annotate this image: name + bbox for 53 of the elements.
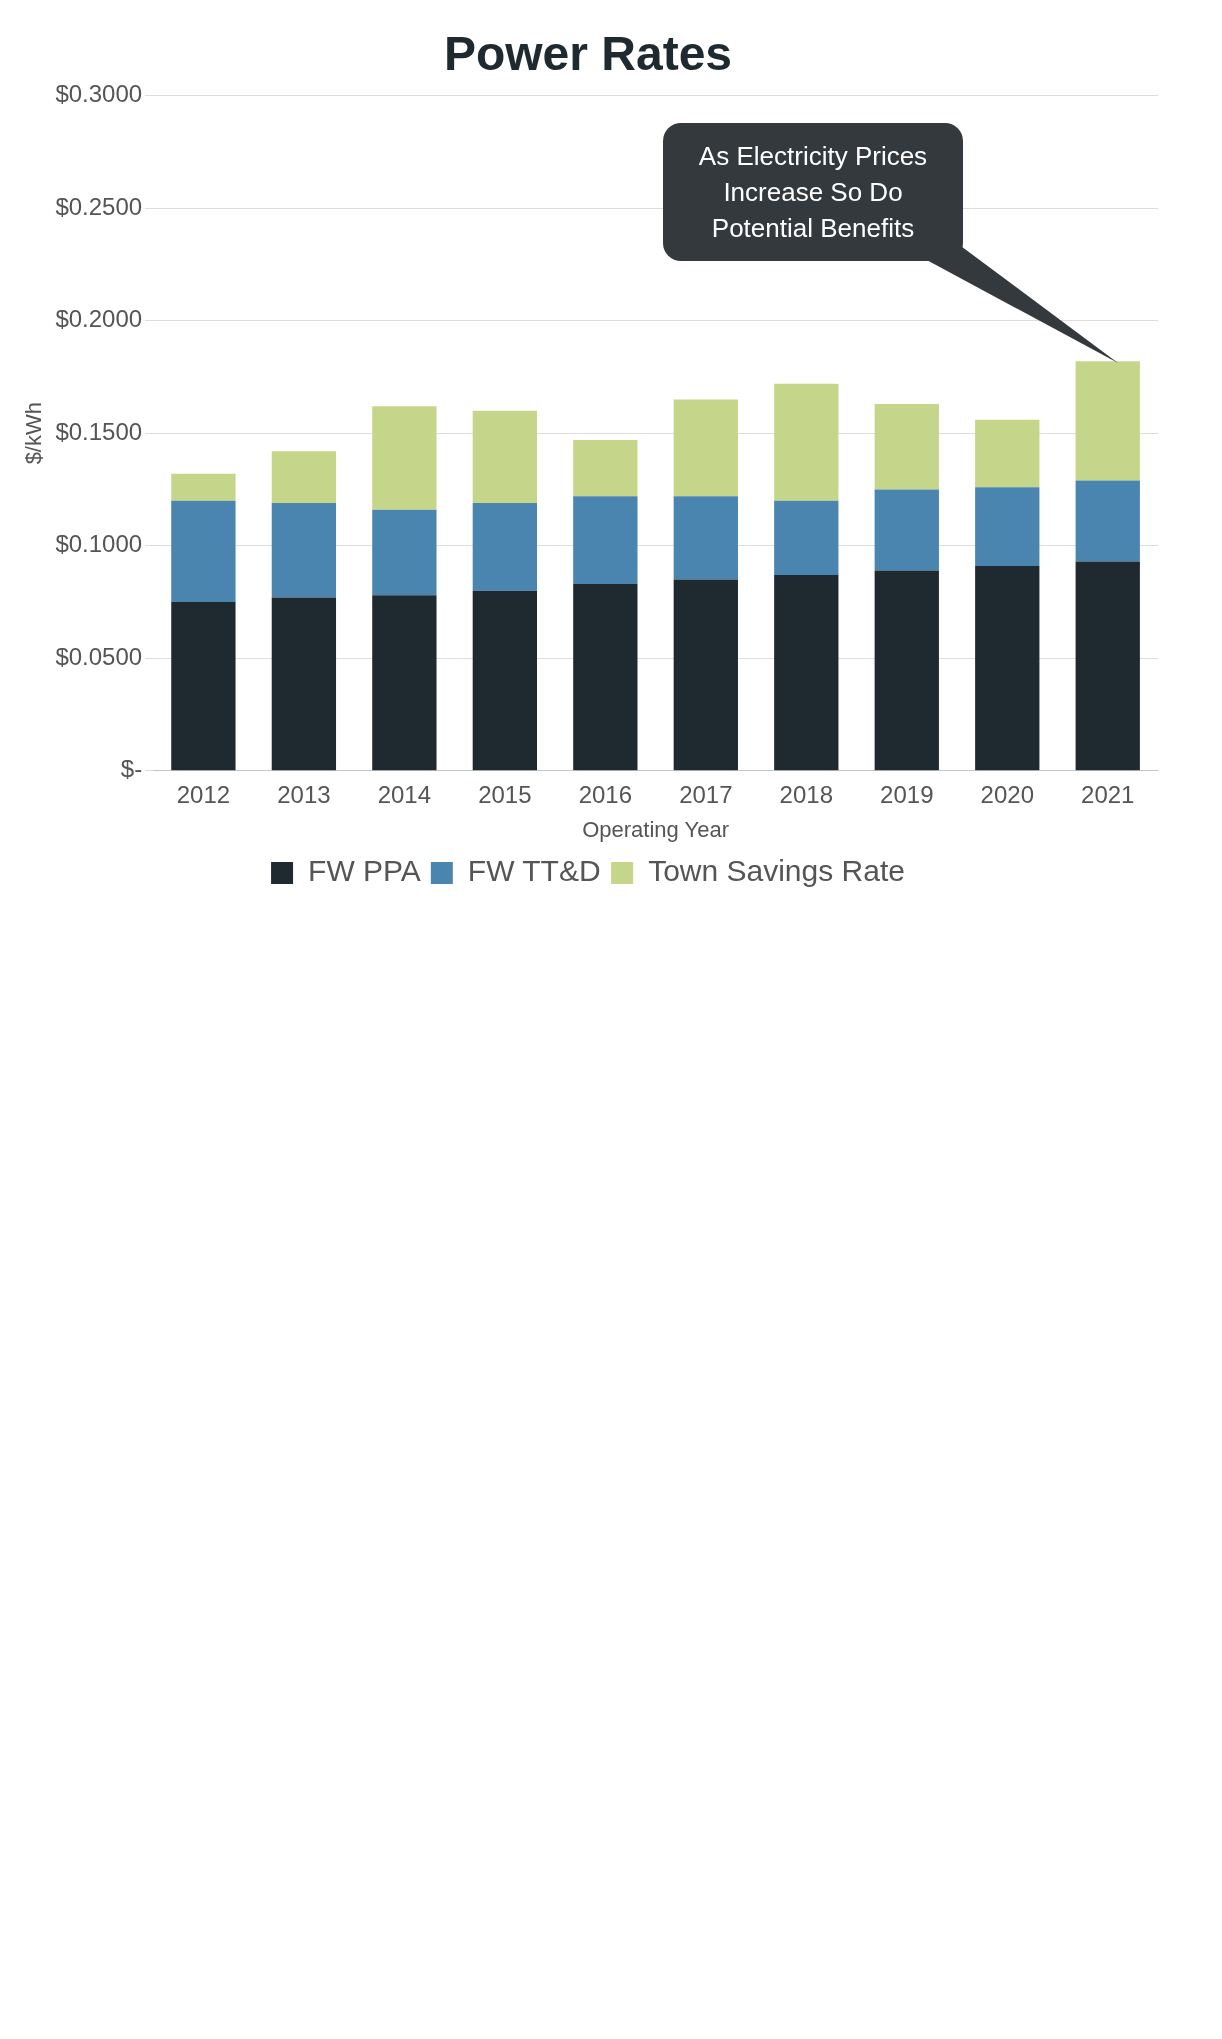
x-tick-label: 2013 <box>277 780 331 808</box>
bar <box>774 500 839 575</box>
bar <box>271 597 337 771</box>
bar <box>372 406 437 510</box>
y-tick-label: $0.2500 <box>55 192 143 220</box>
y-tick-label: $0.0500 <box>55 642 143 670</box>
bar <box>673 399 738 497</box>
y-tick-label: $0.2000 <box>55 305 143 333</box>
chart-title: Power Rates <box>443 27 733 81</box>
bar <box>472 590 538 771</box>
bar <box>472 410 538 503</box>
x-tick-label: 2021 <box>1081 780 1135 808</box>
bar <box>975 487 1040 566</box>
bar <box>975 565 1040 771</box>
x-tick-label: 2015 <box>478 780 532 808</box>
bar <box>874 403 939 490</box>
legend-label: Town Savings Rate <box>648 854 905 888</box>
bar <box>171 602 236 771</box>
bar <box>271 451 337 503</box>
bar <box>1075 480 1140 562</box>
bar <box>1075 561 1140 771</box>
x-tick-label: 2018 <box>779 780 833 808</box>
bar <box>171 500 236 602</box>
bar <box>673 496 738 580</box>
bar <box>472 502 538 591</box>
bar <box>774 574 839 771</box>
annotation: As Electricity Prices Increase So Do Potential Benefits <box>663 123 963 261</box>
y-axis-title: $/kWh <box>21 402 47 465</box>
y-tick-label: $0.1500 <box>55 417 143 445</box>
bar <box>573 496 638 584</box>
bar <box>573 584 638 771</box>
legend-label: FW TT&D <box>467 854 601 888</box>
bar <box>573 439 638 497</box>
bar <box>774 383 839 501</box>
x-tick-label: 2017 <box>679 780 733 808</box>
x-axis-title: Operating Year <box>582 816 729 842</box>
bar <box>874 570 939 771</box>
x-tick-label: 2014 <box>377 780 432 808</box>
bar <box>673 579 738 771</box>
bar <box>372 509 437 596</box>
x-tick-label: 2019 <box>880 780 934 808</box>
y-tick-label: $0.3000 <box>55 80 143 108</box>
bar <box>874 489 939 571</box>
x-tick-label: 2016 <box>578 780 633 808</box>
x-tick-label: 2012 <box>176 780 231 808</box>
bar <box>171 473 236 501</box>
y-tick-label: $- <box>120 755 143 783</box>
bar <box>372 595 437 771</box>
bar <box>975 419 1040 488</box>
x-tick-label: 2020 <box>980 780 1034 808</box>
legend-label: FW PPA <box>308 854 421 888</box>
bar <box>271 502 337 598</box>
y-tick-label: $0.1000 <box>55 530 143 558</box>
